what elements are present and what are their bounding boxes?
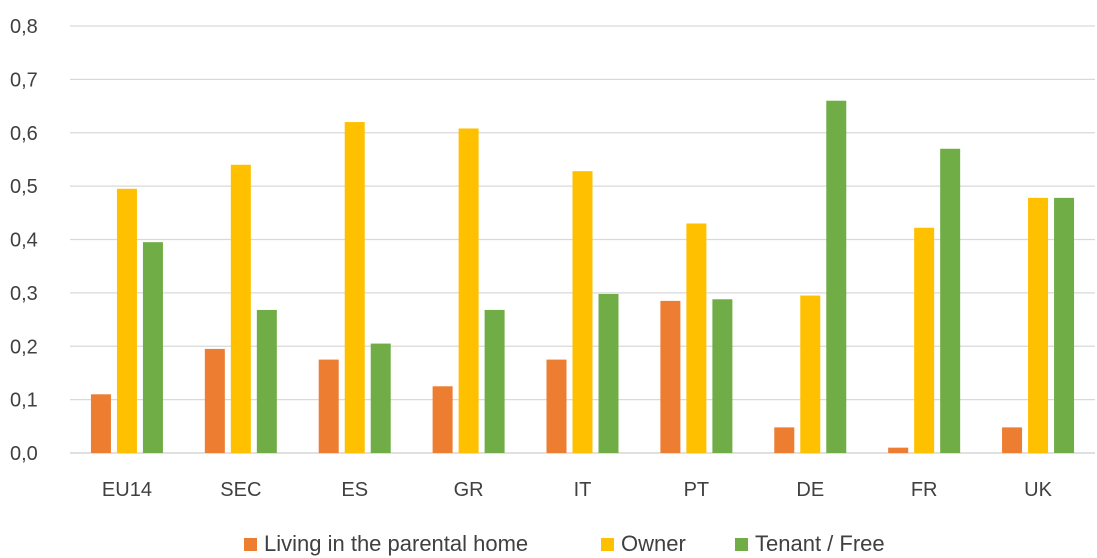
- legend-label: Owner: [621, 531, 686, 556]
- legend-label: Living in the parental home: [264, 531, 528, 556]
- bar-gr-series-2: [485, 310, 505, 453]
- bar-es-series-1: [345, 122, 365, 453]
- legend-swatch: [244, 538, 257, 551]
- x-tick-label: EU14: [102, 479, 152, 501]
- x-tick-label: UK: [1024, 479, 1052, 501]
- bar-sec-series-0: [205, 349, 225, 453]
- x-tick-label: GR: [454, 479, 484, 501]
- y-tick-label: 0,4: [10, 230, 38, 252]
- bar-de-series-0: [774, 427, 794, 453]
- bar-es-series-2: [371, 344, 391, 453]
- y-tick-label: 0,6: [10, 123, 38, 145]
- bar-eu14-series-0: [91, 394, 111, 453]
- legend-swatch: [735, 538, 748, 551]
- bar-pt-series-2: [712, 299, 732, 453]
- bar-pt-series-0: [660, 301, 680, 453]
- bar-eu14-series-2: [143, 242, 163, 453]
- legend: Living in the parental home Owner Tenant /…: [244, 531, 885, 556]
- y-tick-label: 0,5: [10, 176, 38, 198]
- legend-label: Tenant / Free: [755, 531, 885, 556]
- y-tick-label: 0,2: [10, 336, 38, 358]
- bar-it-series-1: [573, 171, 593, 453]
- bar-gr-series-0: [433, 386, 453, 453]
- y-tick-label: 0,1: [10, 390, 38, 412]
- x-tick-label: PT: [684, 479, 710, 501]
- legend-swatch: [601, 538, 614, 551]
- bar-fr-series-1: [914, 228, 934, 453]
- y-tick-label: 0,7: [10, 69, 38, 91]
- bar-uk-series-0: [1002, 427, 1022, 453]
- bar-eu14-series-1: [117, 189, 137, 453]
- x-tick-label: ES: [341, 479, 368, 501]
- y-tick-label: 0,3: [10, 283, 38, 305]
- y-axis-ticks: 0,0 0,1 0,2 0,3 0,4 0,5 0,6 0,7 0,8: [10, 16, 38, 465]
- bar-de-series-2: [826, 101, 846, 453]
- bar-gr-series-1: [459, 128, 479, 453]
- y-tick-label: 0,0: [10, 443, 38, 465]
- x-tick-label: DE: [796, 479, 824, 501]
- bar-uk-series-1: [1028, 198, 1048, 453]
- x-tick-label: IT: [574, 479, 592, 501]
- bar-de-series-1: [800, 296, 820, 453]
- x-tick-label: FR: [911, 479, 938, 501]
- x-axis-ticks: EU14 SEC ES GR IT PT DE FR UK: [102, 479, 1053, 501]
- bar-pt-series-1: [686, 223, 706, 453]
- x-tick-label: SEC: [220, 479, 261, 501]
- bars: [91, 101, 1074, 453]
- bar-it-series-2: [599, 294, 619, 453]
- y-tick-label: 0,8: [10, 16, 38, 38]
- bar-es-series-0: [319, 360, 339, 453]
- bar-it-series-0: [547, 360, 567, 453]
- bar-uk-series-2: [1054, 198, 1074, 453]
- bar-sec-series-2: [257, 310, 277, 453]
- bar-sec-series-1: [231, 165, 251, 453]
- bar-fr-series-2: [940, 149, 960, 453]
- bar-fr-series-0: [888, 448, 908, 453]
